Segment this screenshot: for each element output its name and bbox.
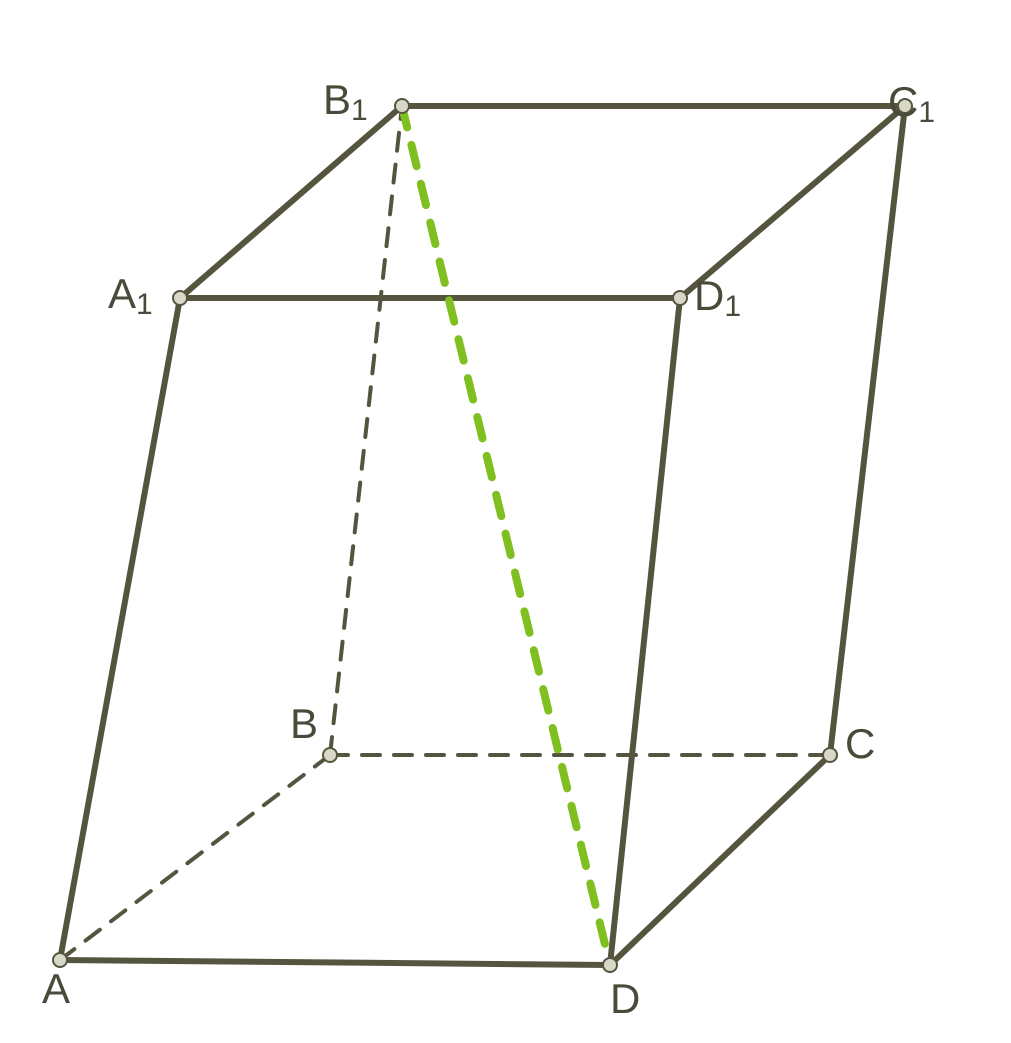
edge-B1-A1 [180,106,402,298]
label-B1-subscript: 1 [351,94,368,127]
label-A1: A1 [108,270,153,318]
label-D1-letter: D [694,272,724,319]
edge-A-B [60,755,330,960]
label-B1: B1 [323,76,368,124]
edge-D-D1 [610,298,680,965]
edge-D-C [610,755,830,965]
label-D1-subscript: 1 [724,290,741,323]
vertex-B1 [395,99,409,113]
label-B: B [290,700,318,748]
edge-C-C1 [830,106,905,755]
vertex-C [823,748,837,762]
edge-B-B1 [330,106,402,755]
edge-B1-D [402,106,610,965]
label-C1: C1 [888,78,935,126]
prism-diagram [0,0,1011,1043]
vertex-B [323,748,337,762]
label-A1-letter: A [108,270,136,317]
label-A: A [42,965,70,1013]
label-B1-letter: B [323,76,351,123]
label-D: D [610,975,640,1023]
vertex-A1 [173,291,187,305]
edge-A-A1 [60,298,180,960]
label-C1-subscript: 1 [918,96,935,129]
edge-D1-C1 [680,106,905,298]
edge-A-D [60,960,610,965]
label-C1-letter: C [888,78,918,125]
vertex-D [603,958,617,972]
vertex-D1 [673,291,687,305]
label-D1: D1 [694,272,741,320]
label-C: C [845,720,875,768]
label-A1-subscript: 1 [136,288,153,321]
